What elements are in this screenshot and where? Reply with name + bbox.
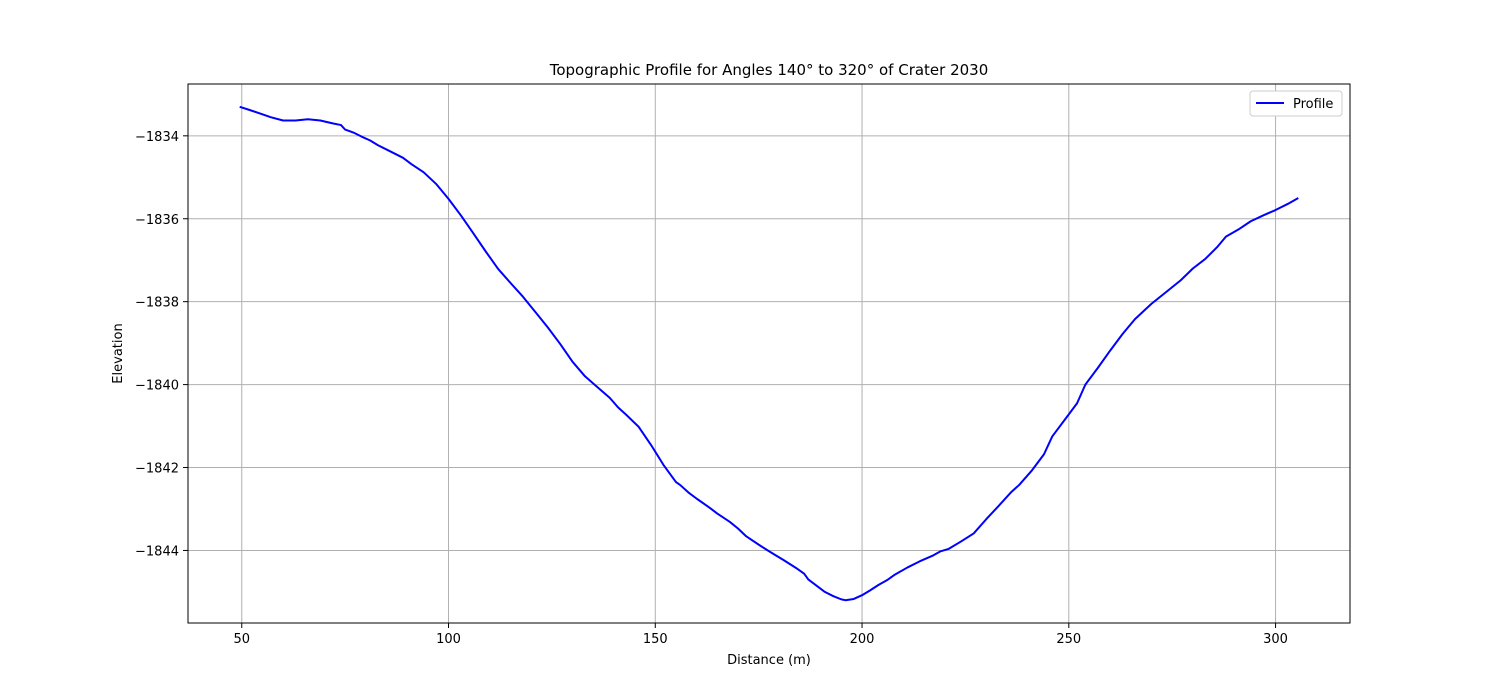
- y-tick-label: −1836: [135, 213, 179, 228]
- x-axis-ticks: 50 100 150 200 250 300: [233, 623, 1288, 647]
- legend-box: [1249, 90, 1343, 117]
- x-tick-label: 50: [233, 632, 250, 647]
- legend-label-profile: Profile: [1293, 97, 1333, 112]
- x-tick-label: 250: [1056, 632, 1081, 647]
- y-tick-label: −1844: [135, 544, 179, 559]
- x-tick-label: 150: [643, 632, 668, 647]
- y-tick-label: −1834: [135, 130, 179, 145]
- x-axis-label: Distance (m): [727, 653, 811, 668]
- y-tick-label: −1842: [135, 462, 179, 477]
- chart-title: Topographic Profile for Angles 140° to 3…: [549, 61, 989, 79]
- y-axis-label: Elevation: [111, 323, 126, 383]
- plot-frame: [187, 83, 1351, 624]
- x-tick-label: 200: [850, 632, 875, 647]
- y-tick-label: −1840: [135, 379, 179, 394]
- x-tick-label: 100: [436, 632, 461, 647]
- y-tick-label: −1838: [135, 296, 179, 311]
- series-layer: [239, 105, 1299, 602]
- grid-lines: [188, 84, 1350, 623]
- x-tick-label: 300: [1263, 632, 1288, 647]
- series-line-profile: [239, 105, 1299, 602]
- y-axis-ticks: −1834 −1836 −1838 −1840 −1842 −1844: [135, 130, 188, 559]
- legend: Profile: [1249, 90, 1343, 117]
